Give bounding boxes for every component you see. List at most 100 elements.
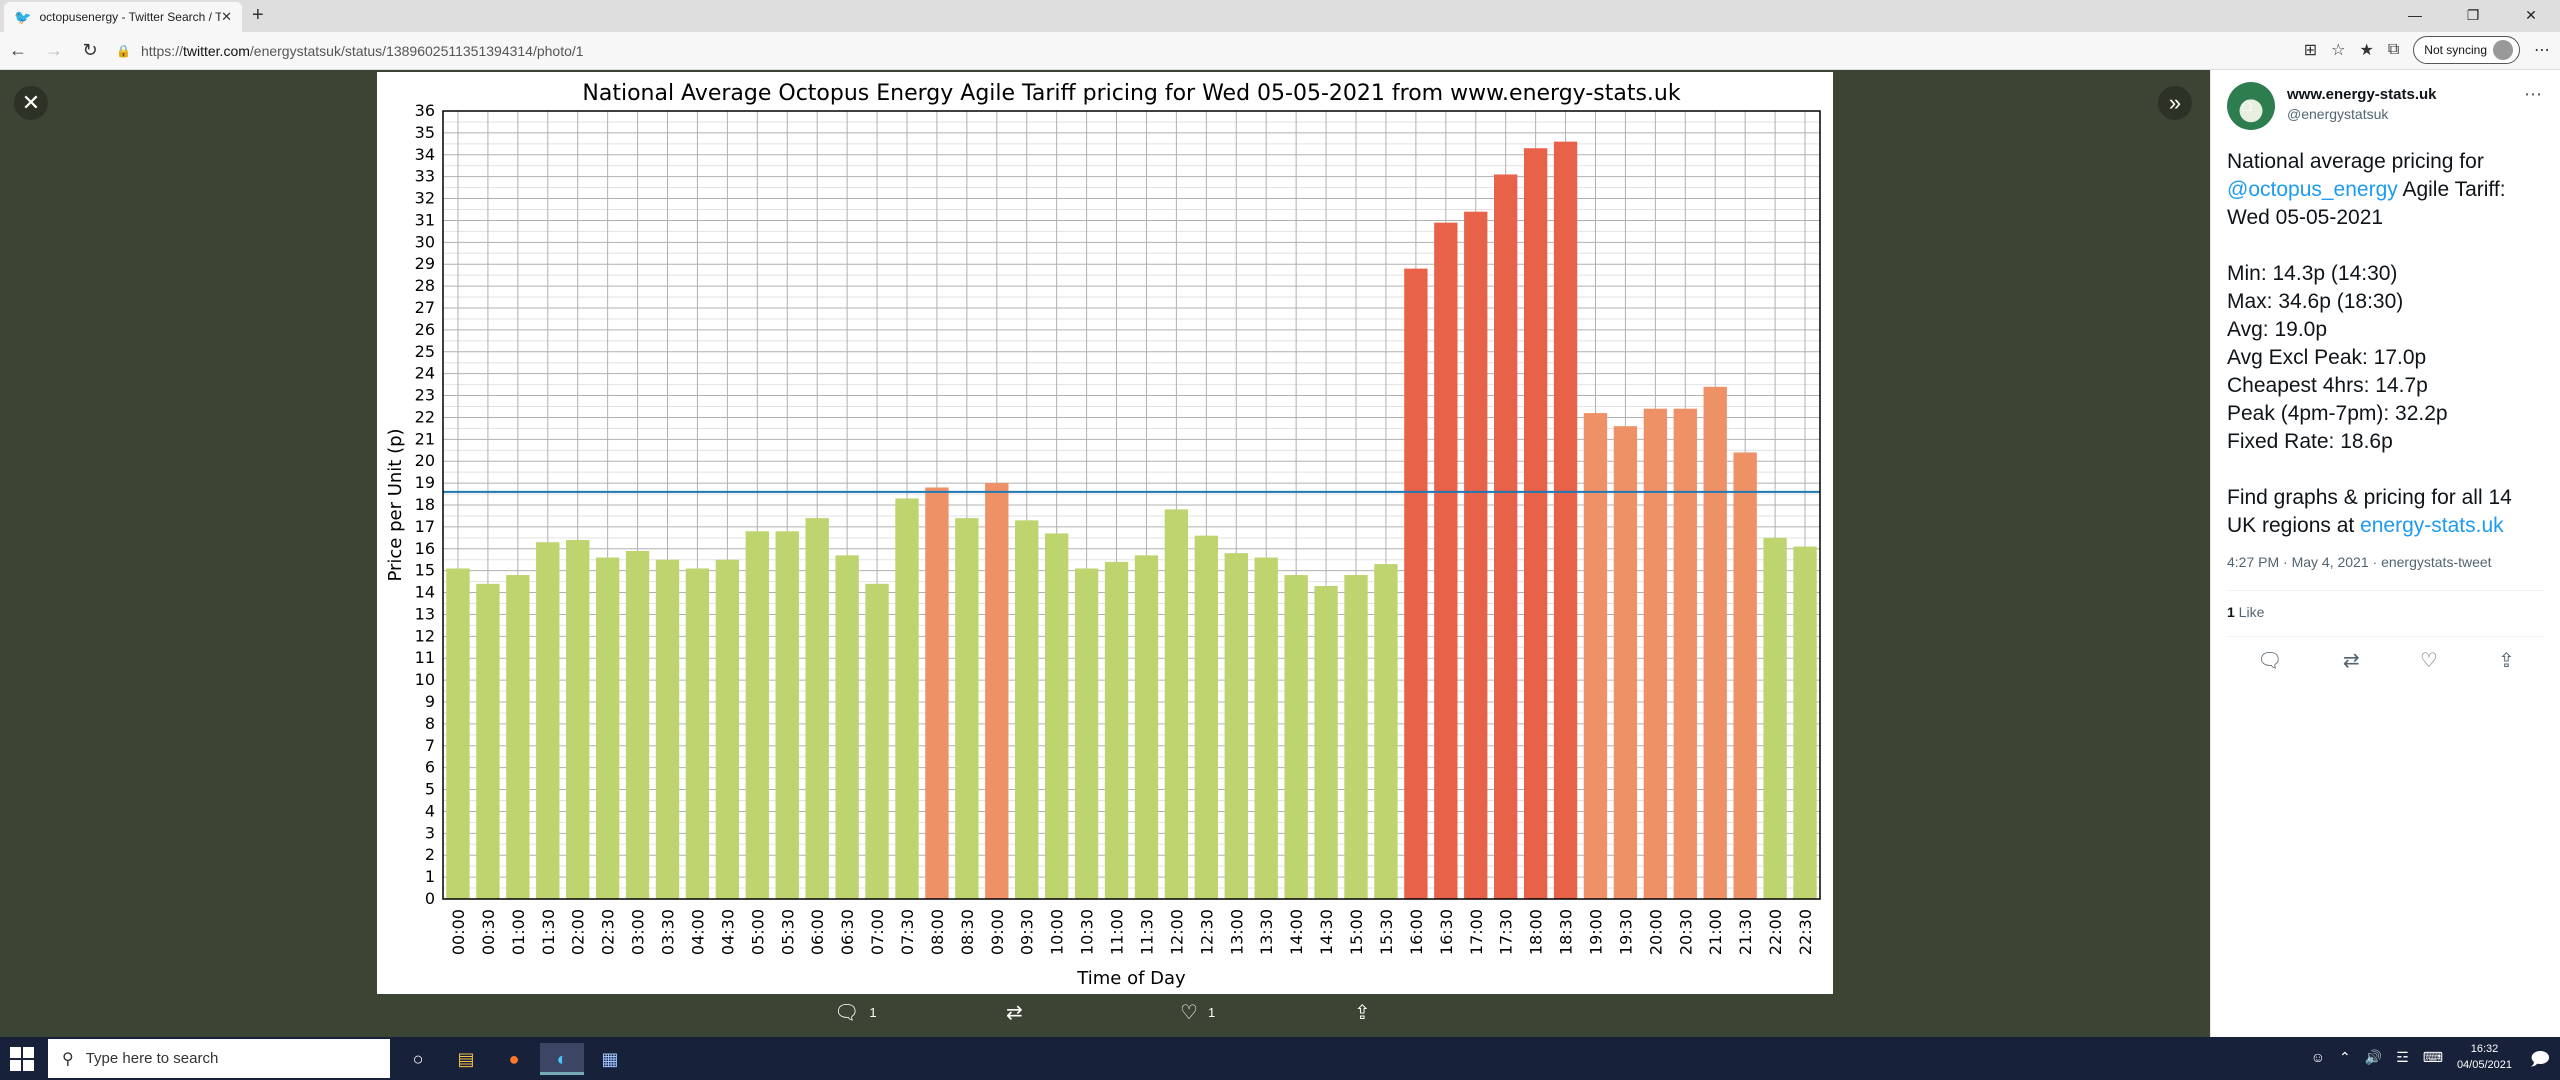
y-tick-label: 23: [415, 386, 435, 405]
avatar[interactable]: ⌂: [2227, 82, 2275, 130]
divider: [2227, 636, 2545, 637]
x-tick-label: 08:30: [958, 909, 977, 955]
bar: [1015, 520, 1039, 899]
mention-link[interactable]: @octopus_energy: [2227, 178, 2398, 201]
y-tick-label: 10: [415, 670, 435, 689]
bar: [1374, 564, 1398, 899]
stat-line: Avg Excl Peak: 17.0p: [2227, 346, 2427, 369]
minimize-icon[interactable]: —: [2408, 7, 2422, 23]
reply-icon[interactable]: 🗨: [2257, 650, 2283, 672]
x-tick-label: 03:30: [659, 909, 678, 955]
restore-icon[interactable]: ❐: [2466, 7, 2480, 23]
show-hidden-icon[interactable]: ⌃: [2338, 1048, 2351, 1065]
x-tick-label: 08:00: [928, 909, 947, 955]
file-explorer-icon[interactable]: ▤: [457, 1049, 475, 1069]
x-tick-label: 21:30: [1736, 909, 1755, 955]
forward-icon[interactable]: →: [45, 40, 63, 60]
bar: [1284, 575, 1308, 899]
bar: [985, 483, 1009, 899]
app-available-icon[interactable]: ⊞: [2303, 42, 2318, 59]
firefox-icon[interactable]: ●: [508, 1049, 520, 1069]
window-close-icon[interactable]: ✕: [2525, 7, 2537, 23]
sync-label: Not syncing: [2424, 43, 2487, 57]
photo-actions: 🗨 1 ⇄ ♡ 1 ⇪: [0, 1000, 2210, 1034]
divider: [2227, 590, 2545, 591]
share-button[interactable]: ⇪: [1354, 1000, 1371, 1025]
search-icon: ⚲: [62, 1050, 74, 1068]
likes-summary[interactable]: 1 Like: [2227, 604, 2264, 620]
volume-icon[interactable]: 🔊: [2364, 1048, 2383, 1065]
intro-line-1: National average pricing for: [2227, 150, 2484, 173]
retweet-icon[interactable]: ⇄: [2342, 650, 2360, 672]
bar: [775, 531, 799, 899]
y-tick-label: 15: [415, 561, 435, 580]
energy-stats-link[interactable]: energy-stats.uk: [2360, 514, 2504, 537]
y-tick-label: 29: [415, 254, 435, 273]
notepad-icon[interactable]: ▦: [601, 1049, 619, 1069]
close-viewer-button[interactable]: ✕: [14, 86, 48, 120]
y-tick-label: 31: [415, 210, 435, 229]
favorites-icon[interactable]: ★: [2359, 42, 2374, 59]
clock[interactable]: 16:32 04/05/2021: [2457, 1041, 2512, 1073]
sync-button[interactable]: Not syncing: [2413, 36, 2520, 64]
url-field[interactable]: 🔒 https://twitter.com/energystatsuk/stat…: [116, 43, 2016, 59]
y-tick-label: 26: [415, 320, 435, 339]
x-tick-label: 01:00: [509, 909, 528, 955]
network-icon[interactable]: ☲: [2396, 1048, 2409, 1065]
like-button[interactable]: ♡ 1: [1180, 1000, 1215, 1025]
share-icon: ⇪: [1354, 1002, 1371, 1024]
stat-line: Fixed Rate: 18.6p: [2227, 430, 2393, 453]
cortana-icon[interactable]: ○: [412, 1049, 424, 1069]
x-tick-label: 10:30: [1078, 909, 1097, 955]
bar: [685, 568, 710, 899]
expand-panel-button[interactable]: »: [2158, 86, 2192, 120]
y-tick-label: 6: [425, 758, 435, 777]
y-tick-label: 4: [425, 801, 435, 820]
bar: [715, 559, 740, 899]
keyboard-icon[interactable]: ⌨: [2422, 1048, 2443, 1065]
bar: [925, 487, 949, 899]
bar: [1104, 561, 1129, 899]
x-tick-label: 04:30: [718, 909, 737, 955]
edge-icon[interactable]: ◐: [540, 1043, 584, 1075]
browser-tab[interactable]: 🐦 octopusenergy - Twitter Search / T ✕: [4, 2, 242, 32]
twitter-bird-icon: 🐦: [14, 8, 32, 25]
x-tick-label: 04:00: [688, 909, 707, 955]
notification-icon[interactable]: 🗩: [2530, 1049, 2550, 1069]
tweet-meta[interactable]: 4:27 PM · May 4, 2021 · energystats-twee…: [2227, 554, 2492, 570]
windows-start-icon[interactable]: [10, 1047, 34, 1071]
back-icon[interactable]: ←: [9, 40, 27, 60]
heart-icon[interactable]: ♡: [2419, 650, 2438, 672]
x-tick-label: 20:30: [1676, 909, 1695, 955]
y-tick-label: 3: [425, 823, 435, 842]
tweet-actions: 🗨 ⇄ ♡ ⇪: [2227, 648, 2545, 673]
stat-line: Peak (4pm-7pm): 32.2p: [2227, 402, 2448, 425]
x-tick-label: 15:30: [1377, 909, 1396, 955]
bar: [1673, 408, 1697, 899]
new-tab-icon[interactable]: +: [252, 4, 264, 26]
x-tick-label: 09:30: [1018, 909, 1037, 955]
refresh-icon[interactable]: ↻: [82, 40, 98, 60]
x-tick-label: 14:00: [1287, 909, 1306, 955]
y-tick-label: 18: [415, 495, 435, 514]
bar: [476, 583, 500, 899]
taskbar-search-input[interactable]: ⚲ Type here to search: [48, 1039, 390, 1078]
collections-icon[interactable]: ⧉: [2387, 41, 2400, 58]
tab-close-icon[interactable]: ✕: [221, 9, 232, 24]
y-tick-label: 24: [415, 364, 435, 383]
more-options-icon[interactable]: ⋯: [2524, 84, 2542, 104]
favorite-star-icon[interactable]: ☆: [2331, 42, 2346, 59]
stat-line: Max: 34.6p (18:30): [2227, 290, 2404, 313]
browser-tab-bar: 🐦 octopusenergy - Twitter Search / T ✕ +…: [0, 0, 2560, 32]
y-tick-label: 9: [425, 692, 435, 711]
people-icon[interactable]: ☺: [2310, 1049, 2325, 1065]
y-tick-label: 25: [415, 342, 435, 361]
author-handle[interactable]: @energystatsuk: [2287, 106, 2389, 122]
settings-more-icon[interactable]: ⋯: [2534, 42, 2550, 59]
share-icon[interactable]: ⇪: [2498, 650, 2515, 672]
author-name[interactable]: www.energy-stats.uk: [2287, 86, 2437, 103]
bar: [805, 518, 829, 899]
retweet-button[interactable]: ⇄: [1006, 1000, 1023, 1025]
bar: [566, 540, 590, 899]
reply-button[interactable]: 🗨 1: [834, 1000, 877, 1025]
